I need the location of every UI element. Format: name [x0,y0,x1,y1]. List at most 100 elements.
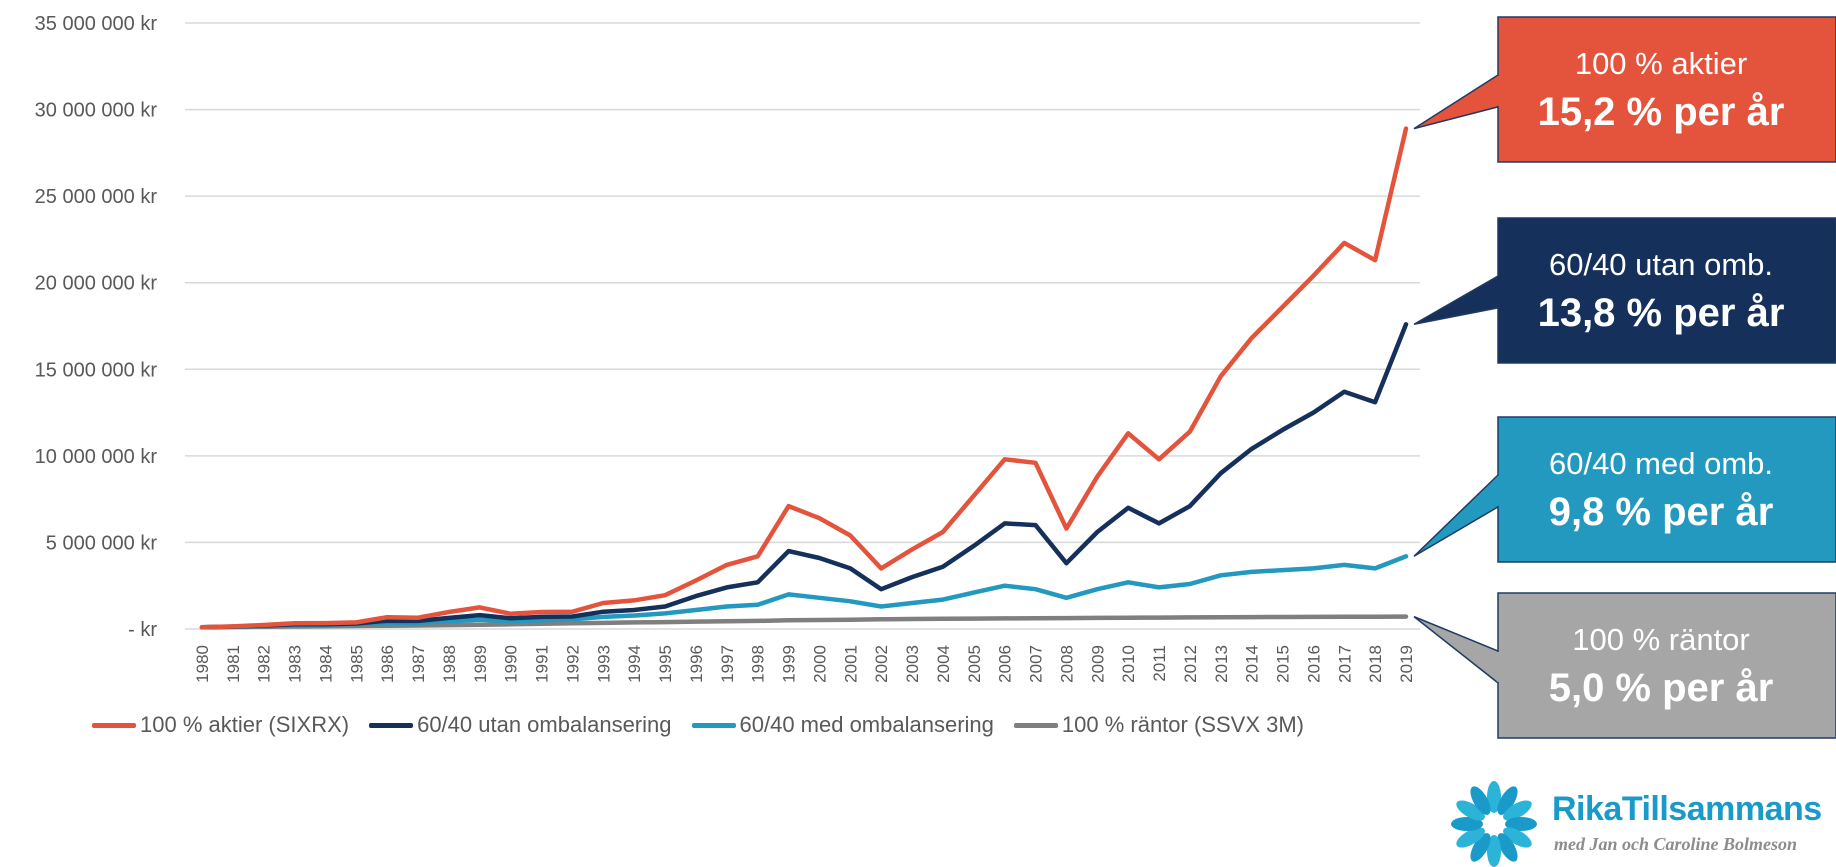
y-tick-label: 15 000 000 kr [35,359,158,381]
x-tick-label: 2011 [1150,645,1169,682]
callout-title: 60/40 med omb. [1549,446,1773,481]
logo-petal [1487,781,1501,813]
x-tick-label: 2019 [1397,645,1416,683]
logo-petal [1487,835,1501,867]
callout-seam [1497,277,1500,307]
callout-aktier: 100 % aktier 15,2 % per år [1413,16,1836,163]
callout-title: 100 % räntor [1572,622,1750,657]
callout-pointer [1413,73,1499,130]
x-tick-label: 1982 [255,645,274,683]
x-tick-label: 1998 [749,645,768,683]
logo-petal [1456,800,1485,821]
logo-petal [1497,833,1518,862]
callout-box [1497,416,1836,563]
y-tick-label: 5 000 000 kr [46,532,158,554]
series-line-aktier [199,126,1409,630]
series-line-rantor [199,614,1409,630]
x-tick-label: 1981 [224,645,243,683]
callout-pointer [1413,274,1499,326]
x-tick-label: 2005 [965,645,984,683]
x-tick-label: 2001 [841,645,860,683]
x-tick-label: 1984 [316,645,335,683]
x-tick-label: 1994 [625,645,644,683]
legend-swatch-rantor [1013,722,1058,728]
x-tick-label: 1992 [563,645,582,683]
x-tick-label: 2009 [1088,645,1107,683]
callout-seam [1497,76,1500,106]
x-tick-label: 1983 [286,645,305,683]
legend-label-rantor: 100 % räntor (SSVX 3M) [1061,712,1304,737]
legend: 100 % aktier (SIXRX) 60/40 utan ombalans… [92,712,1324,738]
legend-swatch-med [691,722,736,728]
x-tick-label: 2014 [1243,645,1262,683]
callout-box [1497,16,1836,163]
x-tick-label: 2017 [1335,645,1354,683]
x-tick-label: 2013 [1212,645,1231,683]
y-tick-label: 25 000 000 kr [35,186,158,208]
logo-petal [1456,827,1485,848]
brand-name: RikaTillsammans [1552,790,1822,828]
callouts: 100 % aktier 15,2 % per år 60/40 utan omb.… [1413,16,1836,739]
x-tick-label: 1986 [378,645,397,683]
x-tick-label: 2002 [872,645,891,683]
series-line-utan [199,322,1409,630]
legend-item-med: 60/40 med ombalansering [691,712,994,738]
callout-rate: 15,2 % per år [1538,90,1785,134]
x-tick-label: 1991 [533,645,552,683]
callout-rate: 5,0 % per år [1549,666,1774,710]
logo-petal [1505,817,1537,831]
y-tick-label: 20 000 000 kr [35,273,158,295]
y-tick-label: 10 000 000 kr [35,446,158,468]
y-axis-labels: - kr 5 000 000 kr 10 000 000 kr 15 000 000 … [35,13,158,641]
gridlines [185,22,1420,630]
brand-logo: RikaTillsammans med Jan och Caroline Bol… [1440,778,1836,867]
x-tick-label: 1999 [780,645,799,683]
x-tick-label: 2012 [1181,645,1200,683]
x-tick-label: 2008 [1057,645,1076,683]
callout-pointer [1413,615,1499,685]
x-tick-label: 1988 [440,645,459,683]
x-tick-label: 2003 [903,645,922,683]
x-axis-labels: 1980 1981 1982 1983 1984 1985 1986 1987 1988 1989… [193,645,1416,683]
y-tick-label: - kr [128,619,157,641]
x-tick-label: 2016 [1304,645,1323,683]
x-tick-label: 2018 [1366,645,1385,683]
legend-label-aktier: 100 % aktier (SIXRX) [140,712,350,737]
flower-logo-icon [1451,781,1537,867]
x-tick-label: 1990 [502,645,521,683]
callout-box [1497,592,1836,739]
callout-seam [1497,476,1500,506]
logo-petal [1470,833,1491,862]
x-tick-label: 1993 [594,645,613,683]
x-tick-label: 2015 [1274,645,1293,683]
logo-petal [1503,800,1532,821]
logo-center [1486,816,1502,832]
y-tick-label: 35 000 000 kr [35,13,158,35]
logo-petal [1470,786,1491,815]
legend-label-med: 60/40 med ombalansering [739,712,994,737]
callout-pointer [1413,473,1499,557]
callout-seam [1497,652,1500,682]
x-tick-label: 1995 [656,645,675,683]
legend-swatch-utan [369,722,414,728]
x-tick-label: 2010 [1119,645,1138,683]
legend-item-rantor: 100 % räntor (SSVX 3M) [1013,712,1304,738]
legend-item-utan: 60/40 utan ombalansering [369,712,672,738]
x-tick-label: 1989 [471,645,490,683]
callout-title: 100 % aktier [1575,46,1747,81]
logo-petal [1451,817,1483,831]
callout-box [1497,217,1836,364]
x-tick-label: 1980 [193,645,212,683]
x-tick-label: 1996 [687,645,706,683]
x-tick-label: 2006 [996,645,1015,683]
x-tick-label: 1987 [409,645,428,683]
legend-swatch-aktier [92,722,136,728]
logo-petal [1497,786,1518,815]
legend-label-utan: 60/40 utan ombalansering [417,712,672,737]
x-tick-label: 2007 [1027,645,1046,683]
legend-item-aktier: 100 % aktier (SIXRX) [92,712,349,738]
x-tick-label: 1985 [347,645,366,683]
logo-petal [1503,827,1532,848]
callout-title: 60/40 utan omb. [1549,247,1773,282]
